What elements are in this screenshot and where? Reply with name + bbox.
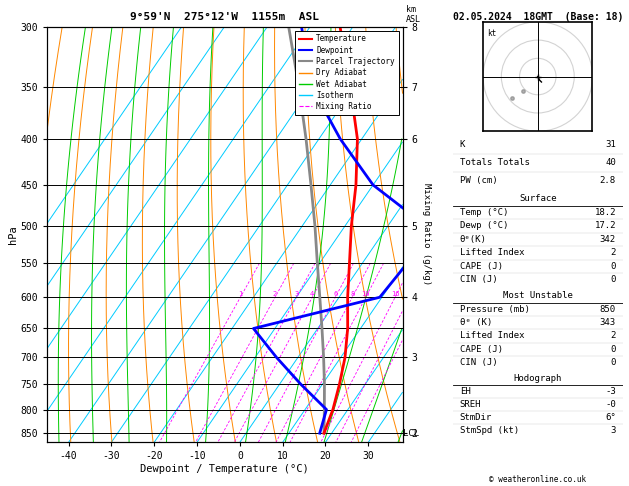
Text: 9°59'N  275°12'W  1155m  ASL: 9°59'N 275°12'W 1155m ASL (130, 12, 320, 22)
Legend: Temperature, Dewpoint, Parcel Trajectory, Dry Adiabat, Wet Adiabat, Isotherm, Mi: Temperature, Dewpoint, Parcel Trajectory… (295, 31, 399, 115)
Text: 0: 0 (611, 276, 616, 284)
Y-axis label: hPa: hPa (8, 225, 18, 244)
Text: kt: kt (487, 29, 496, 38)
Text: →: → (404, 131, 409, 141)
Text: 8: 8 (350, 291, 354, 297)
Text: -3: -3 (605, 387, 616, 396)
Text: 18.2: 18.2 (594, 208, 616, 217)
Text: 40: 40 (605, 158, 616, 167)
Text: Totals Totals: Totals Totals (460, 158, 530, 167)
Text: Lifted Index: Lifted Index (460, 248, 524, 258)
Text: 342: 342 (600, 235, 616, 244)
Text: -0: -0 (605, 400, 616, 409)
Text: Lifted Index: Lifted Index (460, 331, 524, 341)
Text: 2: 2 (611, 248, 616, 258)
Text: PW (cm): PW (cm) (460, 176, 498, 185)
Text: 850: 850 (600, 305, 616, 314)
Text: CAPE (J): CAPE (J) (460, 262, 503, 271)
Text: CAPE (J): CAPE (J) (460, 345, 503, 354)
Text: 02.05.2024  18GMT  (Base: 18): 02.05.2024 18GMT (Base: 18) (453, 12, 623, 22)
Text: 6°: 6° (605, 413, 616, 422)
Text: Surface: Surface (519, 194, 557, 203)
Text: 0: 0 (611, 358, 616, 367)
Text: © weatheronline.co.uk: © weatheronline.co.uk (489, 474, 586, 484)
Text: 31: 31 (605, 140, 616, 150)
Y-axis label: Mixing Ratio (g/kg): Mixing Ratio (g/kg) (422, 183, 431, 286)
Text: 10: 10 (362, 291, 370, 297)
Text: Most Unstable: Most Unstable (503, 291, 573, 300)
Text: Dewp (°C): Dewp (°C) (460, 221, 508, 230)
Text: 17.2: 17.2 (594, 221, 616, 230)
Text: CIN (J): CIN (J) (460, 276, 498, 284)
Text: →: → (404, 228, 409, 238)
Text: km
ASL: km ASL (406, 5, 421, 24)
Text: 6: 6 (333, 291, 337, 297)
Text: SREH: SREH (460, 400, 481, 409)
Text: CIN (J): CIN (J) (460, 358, 498, 367)
Text: StmSpd (kt): StmSpd (kt) (460, 426, 519, 435)
Text: 2: 2 (611, 331, 616, 341)
Text: 3: 3 (611, 426, 616, 435)
Text: Hodograph: Hodograph (514, 374, 562, 383)
Text: →: → (404, 408, 409, 418)
Text: StmDir: StmDir (460, 413, 492, 422)
Text: 0: 0 (611, 345, 616, 354)
Text: 3: 3 (294, 291, 299, 297)
Text: 16: 16 (391, 291, 399, 297)
Text: Temp (°C): Temp (°C) (460, 208, 508, 217)
Text: 0: 0 (611, 262, 616, 271)
Text: 2.8: 2.8 (600, 176, 616, 185)
Text: K: K (460, 140, 465, 150)
Text: θᵉ (K): θᵉ (K) (460, 318, 492, 327)
Text: 4: 4 (310, 291, 314, 297)
Text: LCL: LCL (403, 429, 420, 438)
Text: Pressure (mb): Pressure (mb) (460, 305, 530, 314)
Text: 343: 343 (600, 318, 616, 327)
X-axis label: Dewpoint / Temperature (°C): Dewpoint / Temperature (°C) (140, 464, 309, 474)
Text: 1: 1 (238, 291, 243, 297)
Text: 2: 2 (273, 291, 277, 297)
Text: →: → (404, 326, 409, 335)
Text: →: → (404, 68, 409, 78)
Text: EH: EH (460, 387, 470, 396)
Text: θᵉ(K): θᵉ(K) (460, 235, 487, 244)
